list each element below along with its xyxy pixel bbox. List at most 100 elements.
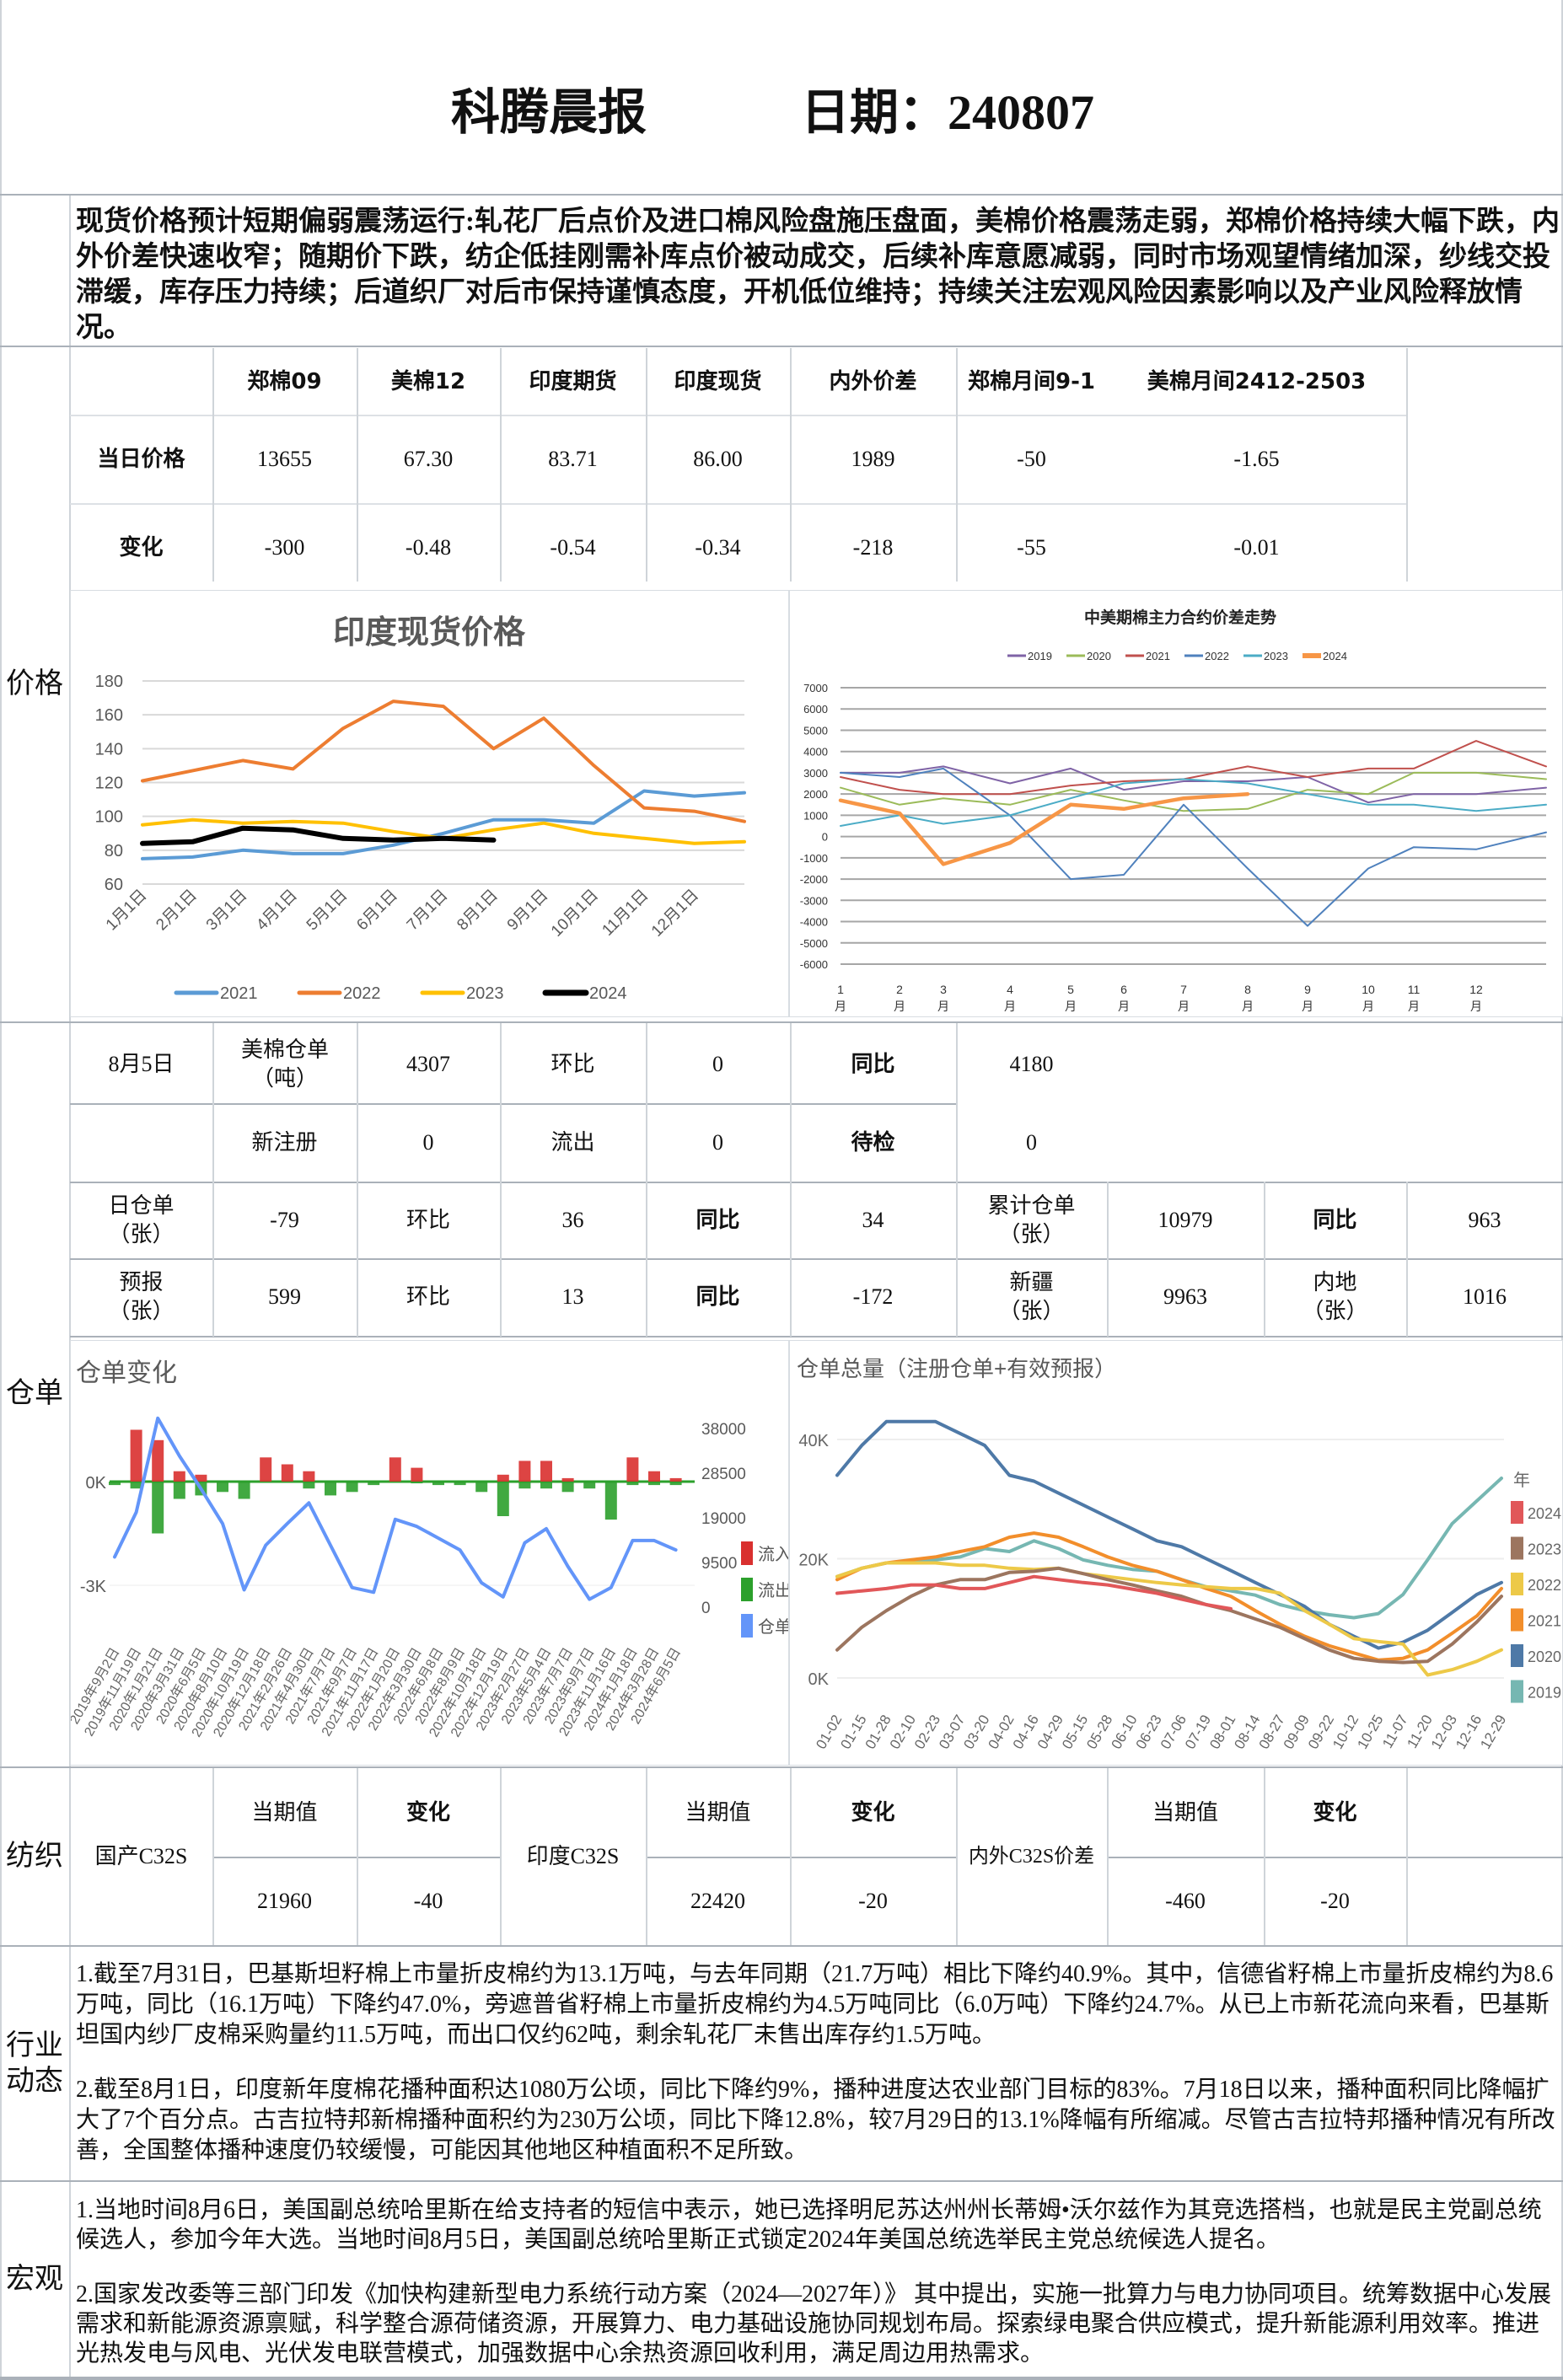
wh-cell: 0: [712, 1052, 723, 1076]
outflow-bar: [454, 1482, 466, 1486]
series-line-2024: [835, 1574, 1233, 1611]
x-tick-label: 11月1日: [599, 887, 652, 940]
price-value: -50: [1017, 446, 1046, 471]
x-tick-label: 4月1日: [253, 887, 301, 935]
yarn-current-label: 当期值: [685, 1799, 751, 1825]
inflow-bar: [130, 1429, 142, 1482]
price-header-cell: 郑棉月间9-1: [968, 368, 1095, 394]
yarn-current-value: 22420: [690, 1888, 745, 1913]
section-label-industry-text: 行业动态: [6, 2029, 63, 2097]
border: [70, 415, 1406, 416]
price-row-label: 当日价格: [97, 446, 185, 472]
wh-cell: 同比: [696, 1207, 740, 1233]
border: [1264, 1182, 1265, 1337]
border: [0, 1021, 1563, 1023]
wh-cell: 同比: [851, 1052, 895, 1077]
price-value: 83.71: [548, 446, 598, 471]
legend-label: 仓单: [758, 1617, 788, 1637]
legend-label: 2023: [1528, 1541, 1561, 1558]
outflow-bar: [238, 1482, 250, 1499]
price-header-cell: 美棉月间2412-2503: [1147, 368, 1367, 394]
price-header-cell: 内外价差: [829, 368, 917, 394]
inflow-bar: [669, 1477, 682, 1482]
border: [1264, 1768, 1265, 1945]
x-tick-label: 3: [940, 983, 947, 996]
wh-cell: 环比: [551, 1052, 595, 1076]
x-tick-unit: 月: [1470, 1000, 1482, 1013]
legend-label: 2021: [220, 984, 258, 1003]
wh-cell: 34: [862, 1207, 884, 1232]
price-header-cell: 印度期货: [529, 368, 617, 394]
border: [212, 1857, 500, 1858]
inflow-bar: [561, 1477, 574, 1482]
wh-cell: 0: [422, 1129, 434, 1155]
chart-title: 印度现货价格: [333, 615, 526, 651]
border: [646, 1023, 647, 1337]
y-tick-label: -6000: [800, 958, 828, 971]
wh-cell: 963: [1468, 1207, 1501, 1232]
price-value: -1.65: [1233, 446, 1280, 471]
border: [0, 346, 1563, 347]
x-tick-unit: 月: [1362, 1000, 1374, 1013]
y-tick-label: 2000: [803, 788, 828, 801]
border: [956, 1023, 958, 1337]
border: [70, 1336, 1563, 1337]
outflow-bar: [173, 1482, 185, 1499]
series-line-2023: [840, 778, 1547, 827]
x-tick-unit: 月: [1302, 1000, 1313, 1013]
x-tick-label: 3月1日: [203, 887, 251, 935]
border: [500, 1023, 502, 1337]
outflow-bar: [411, 1482, 423, 1484]
x-tick-unit: 月: [894, 1000, 905, 1013]
border: [646, 1857, 956, 1858]
wh-cell: 0: [712, 1129, 723, 1155]
price-row-label: 变化: [119, 534, 164, 560]
right-axis-label: 9500: [701, 1555, 737, 1573]
border: [646, 348, 647, 582]
change-value: -0.48: [405, 534, 452, 560]
series-line-2019: [840, 765, 1547, 804]
wh-cell: 新注册: [251, 1129, 318, 1155]
inflow-bar: [195, 1474, 207, 1482]
series-line-2024: [140, 825, 497, 846]
x-tick-label: 5: [1067, 983, 1074, 996]
outflow-bar: [432, 1482, 444, 1486]
outflow-bar: [626, 1482, 639, 1486]
wh-cell: 环比: [406, 1207, 450, 1232]
wh-cell: 新疆（张）: [998, 1270, 1065, 1323]
legend-title: 年: [1513, 1471, 1530, 1490]
change-value: -218: [852, 534, 894, 560]
series-line-2020: [835, 1419, 1503, 1650]
border: [70, 1182, 1563, 1183]
yarn-change-label: 变化: [406, 1799, 450, 1825]
outflow-bar: [518, 1482, 531, 1489]
y-tick-label: 3000: [803, 767, 828, 780]
change-value: -0.34: [695, 534, 741, 560]
outflow-bar: [648, 1482, 660, 1486]
x-tick-unit: 月: [835, 1000, 846, 1013]
outflow-bar: [583, 1482, 596, 1489]
wh-cell: 0: [1026, 1129, 1037, 1155]
border: [0, 1766, 1563, 1768]
wh-cell: -79: [270, 1207, 299, 1232]
x-tick-label: 12: [1469, 983, 1483, 996]
report-title: 科腾晨报: [451, 85, 647, 140]
border: [357, 1023, 358, 1337]
x-tick-label: 12-29: [1477, 1713, 1509, 1752]
y-tick-label: 0: [822, 831, 828, 844]
x-tick-label: 6月1日: [353, 887, 401, 935]
price-value: 1989: [851, 446, 895, 471]
section-label-warehouse: 仓单: [6, 1378, 63, 1409]
change-value: -0.01: [1233, 534, 1280, 560]
report-date: 日期：240807: [801, 85, 1095, 140]
wh-cell: 预报（张）: [108, 1270, 175, 1323]
border: [790, 1023, 792, 1337]
inflow-bar: [518, 1461, 531, 1482]
legend-swatch-2023: [1511, 1536, 1523, 1560]
wh-cell: -172: [852, 1284, 894, 1309]
wh-cell: 8月5日: [108, 1052, 175, 1076]
x-tick-label: 4: [1007, 983, 1013, 996]
border: [790, 1768, 792, 1945]
legend-label: 2020: [1087, 650, 1111, 662]
